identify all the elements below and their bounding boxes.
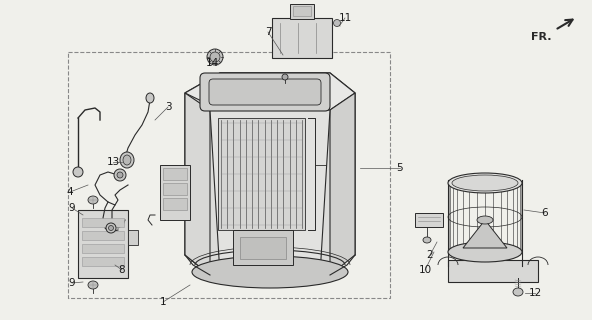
Text: 12: 12 [529, 288, 542, 298]
Bar [163, 168, 187, 180]
Ellipse shape [146, 93, 154, 103]
Bar [82, 231, 124, 240]
Polygon shape [185, 73, 355, 110]
Bar [82, 218, 124, 227]
Text: 5: 5 [397, 163, 403, 173]
Text: 13: 13 [107, 157, 120, 167]
Bar [233, 230, 293, 265]
Bar [82, 244, 124, 253]
Bar [218, 118, 305, 230]
Text: 14: 14 [205, 58, 218, 68]
Ellipse shape [88, 281, 98, 289]
Bar [290, 4, 314, 19]
Ellipse shape [106, 223, 116, 233]
Bar [240, 237, 286, 259]
Ellipse shape [513, 288, 523, 296]
Text: 3: 3 [165, 102, 171, 112]
Polygon shape [185, 73, 355, 275]
Text: 1: 1 [160, 297, 166, 307]
Polygon shape [185, 93, 210, 275]
Ellipse shape [448, 173, 522, 193]
Polygon shape [210, 110, 330, 275]
Ellipse shape [448, 242, 522, 262]
Ellipse shape [192, 256, 348, 288]
Ellipse shape [73, 167, 83, 177]
Bar [160, 165, 190, 220]
FancyBboxPatch shape [209, 79, 321, 105]
Text: 9: 9 [69, 278, 75, 288]
Bar [128, 230, 138, 245]
Ellipse shape [114, 169, 126, 181]
Text: 7: 7 [265, 27, 271, 37]
Ellipse shape [108, 226, 114, 230]
FancyBboxPatch shape [200, 73, 330, 111]
Bar [448, 260, 538, 282]
Ellipse shape [333, 20, 340, 27]
Ellipse shape [88, 196, 98, 204]
Text: 4: 4 [67, 187, 73, 197]
Bar [293, 6, 311, 16]
Text: FR.: FR. [532, 32, 552, 42]
Polygon shape [330, 93, 355, 275]
Bar [78, 210, 128, 278]
Bar [415, 213, 443, 227]
Bar [82, 257, 124, 266]
Ellipse shape [123, 155, 131, 165]
Ellipse shape [423, 237, 431, 243]
Polygon shape [463, 220, 507, 248]
Ellipse shape [117, 172, 123, 178]
Ellipse shape [282, 74, 288, 80]
Text: 8: 8 [118, 265, 126, 275]
Ellipse shape [120, 152, 134, 168]
Bar [163, 198, 187, 210]
Text: 6: 6 [542, 208, 548, 218]
Text: 2: 2 [427, 250, 433, 260]
Ellipse shape [207, 49, 223, 65]
Ellipse shape [477, 216, 493, 224]
Bar [163, 183, 187, 195]
Text: 10: 10 [419, 265, 432, 275]
Bar [68, 52, 390, 298]
Text: 9: 9 [69, 203, 75, 213]
Text: 11: 11 [339, 13, 352, 23]
Ellipse shape [210, 52, 220, 62]
Ellipse shape [452, 175, 518, 191]
Bar [272, 18, 332, 58]
